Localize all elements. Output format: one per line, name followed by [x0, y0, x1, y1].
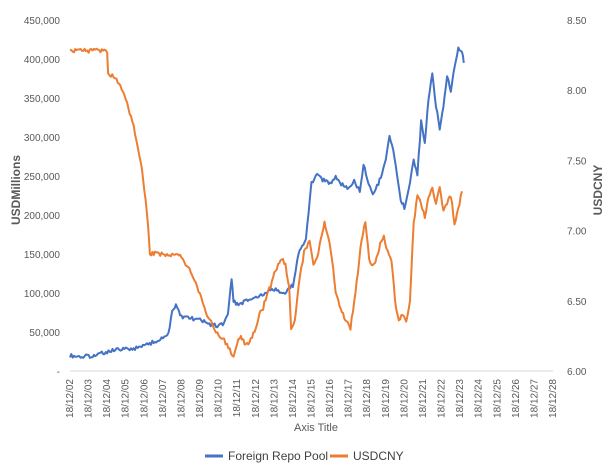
- x-tick-label: 18/12/14: [288, 379, 299, 418]
- x-tick-label: 18/12/18: [362, 379, 373, 418]
- x-tick-label: 18/12/12: [251, 379, 262, 418]
- x-tick-label: 18/12/16: [325, 379, 336, 418]
- x-tick-label: 18/12/05: [121, 379, 132, 418]
- left-tick-label: 100,000: [24, 289, 61, 300]
- left-tick-label: 450,000: [24, 16, 61, 27]
- x-tick-label: 18/12/26: [511, 379, 522, 418]
- x-tick-label: 18/12/27: [529, 379, 540, 418]
- x-tick-label: 18/12/23: [455, 379, 466, 418]
- x-tick-label: 18/12/09: [195, 379, 206, 418]
- x-tick-label: 18/12/19: [381, 379, 392, 418]
- x-tick-label: 18/12/04: [102, 379, 113, 418]
- left-tick-label: 200,000: [24, 211, 61, 222]
- x-tick-label: 18/12/17: [344, 379, 355, 418]
- series-line-foreign-repo-pool: [69, 46, 465, 359]
- series-lines: [69, 46, 465, 359]
- x-axis-ticks: 18/12/02 18/12/03 18/12/04 18/12/05 18/12/06…: [65, 379, 559, 418]
- left-axis-ticks: - 50,000 100,000 150,000 200,000 250,000 300,0…: [24, 16, 61, 378]
- left-tick-label: -: [57, 367, 60, 378]
- right-tick-label: 6.00: [567, 367, 587, 378]
- left-tick-label: 400,000: [24, 55, 61, 66]
- left-tick-label: 300,000: [24, 133, 61, 144]
- y-axis-title-right: USDCNY: [591, 165, 605, 216]
- x-tick-label: 18/12/08: [176, 379, 187, 418]
- x-tick-label: 18/12/11: [232, 379, 243, 418]
- right-axis-ticks: 6.00 6.50 7.00 7.50 8.00 8.50: [567, 16, 587, 378]
- x-tick-label: 18/12/10: [214, 379, 225, 418]
- x-axis-title: Axis Title: [294, 422, 338, 434]
- left-tick-label: 150,000: [24, 250, 61, 261]
- legend: Foreign Repo Pool USDCNY: [205, 449, 404, 463]
- legend-label-usdcny: USDCNY: [353, 449, 404, 463]
- x-tick-label: 18/12/24: [474, 379, 485, 418]
- x-tick-label: 18/12/22: [437, 379, 448, 418]
- right-tick-label: 7.50: [567, 156, 587, 167]
- x-tick-label: 18/12/15: [307, 379, 318, 418]
- x-tick-label: 18/12/21: [418, 379, 429, 418]
- right-tick-label: 6.50: [567, 297, 587, 308]
- x-tick-label: 18/12/03: [84, 379, 95, 418]
- right-tick-label: 8.00: [567, 86, 587, 97]
- right-tick-label: 8.50: [567, 16, 587, 27]
- x-tick-label: 18/12/28: [548, 379, 559, 418]
- x-tick-label: 18/12/20: [399, 379, 410, 418]
- x-tick-label: 18/12/02: [65, 379, 76, 418]
- x-tick-label: 18/12/13: [269, 379, 280, 418]
- series-line-usdcny: [69, 47, 463, 358]
- left-tick-label: 50,000: [29, 328, 60, 339]
- legend-label-foreign-repo-pool: Foreign Repo Pool: [228, 449, 328, 463]
- left-tick-label: 250,000: [24, 172, 61, 183]
- x-tick-label: 18/12/25: [492, 379, 503, 418]
- left-tick-label: 350,000: [24, 94, 61, 105]
- y-axis-title-left: USDMillions: [9, 155, 23, 225]
- x-tick-label: 18/12/06: [139, 379, 150, 418]
- x-tick-label: 18/12/07: [158, 379, 169, 418]
- right-tick-label: 7.00: [567, 227, 587, 238]
